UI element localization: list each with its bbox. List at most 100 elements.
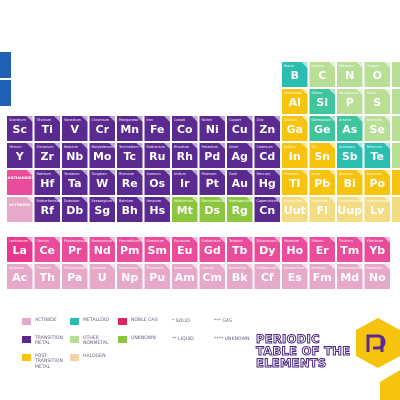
element-name: Thorium xyxy=(36,266,52,270)
element-symbol: Al xyxy=(289,96,301,109)
legend-swatch xyxy=(22,354,31,361)
element-name: Lead xyxy=(312,172,320,176)
element-cell xyxy=(282,237,308,262)
element-name: Zinc xyxy=(257,118,264,122)
element-name: Gold xyxy=(229,172,237,176)
element-cell xyxy=(117,264,143,289)
element-cell xyxy=(89,116,115,141)
element-name: Flerovium xyxy=(312,199,329,203)
cell-partial xyxy=(392,197,400,222)
cell-corner xyxy=(219,116,225,122)
element-name: Vanadium xyxy=(64,118,82,122)
element-cell xyxy=(34,264,60,289)
element-symbol: Sc xyxy=(13,123,27,136)
element-cell xyxy=(337,264,363,289)
element-name: Ununtrium xyxy=(284,199,303,203)
element-symbol: Mo xyxy=(93,150,112,163)
element-cell xyxy=(117,197,143,222)
element-name: Cadmium xyxy=(257,145,274,149)
element-name: Protactinium xyxy=(64,266,86,270)
element-name: Einsteinium xyxy=(284,266,305,270)
element-name: Ytterbium xyxy=(367,239,384,243)
cell-corner xyxy=(246,170,253,176)
cell-corner xyxy=(81,264,88,270)
element-symbol: No xyxy=(369,271,386,284)
element-symbol: Te xyxy=(370,150,384,163)
element-name: Phosphorus xyxy=(339,91,359,95)
element-name: Mercury xyxy=(257,172,271,176)
group-label: ACTINIDES xyxy=(9,203,31,207)
element-cell xyxy=(172,143,198,168)
cell-corner xyxy=(191,170,198,176)
legend-item: ACTINIDE xyxy=(22,318,69,325)
element-cell xyxy=(337,89,363,114)
cell-corner xyxy=(219,237,225,243)
element-name: Technetium xyxy=(118,145,139,149)
element-name: Thallium xyxy=(283,172,299,176)
element-symbol: Hg xyxy=(259,177,276,190)
element-name: Tantalum xyxy=(63,172,80,176)
element-name: Nitrogen xyxy=(339,64,354,68)
element-name: Neptunium xyxy=(119,266,138,270)
legend-label: HALOGEN xyxy=(83,354,106,359)
cell-corner xyxy=(301,197,308,203)
legend-item: UNKNOWN xyxy=(118,336,165,343)
cell-corner xyxy=(164,143,170,149)
group-label: LANTHANIDES xyxy=(5,176,34,180)
cell-corner xyxy=(164,197,170,203)
element-cell xyxy=(337,237,363,262)
element-name: Gallium xyxy=(284,118,298,122)
element-symbol: Bk xyxy=(232,271,248,284)
element-cell xyxy=(309,116,335,141)
cell-corner xyxy=(356,264,363,270)
element-symbol: Cd xyxy=(259,150,275,163)
cell-corner xyxy=(54,143,60,149)
element-cell xyxy=(227,237,253,262)
element-symbol: Au xyxy=(232,177,248,190)
element-cell xyxy=(172,116,198,141)
cell-corner xyxy=(109,143,115,149)
cell-corner xyxy=(81,116,88,122)
element-name: Promethium xyxy=(119,239,140,243)
element-cell xyxy=(144,116,170,141)
element-symbol: Th xyxy=(40,271,55,284)
element-cell xyxy=(309,237,335,262)
element-name: Sulfur xyxy=(367,91,378,95)
element-symbol: Cu xyxy=(232,123,248,136)
legend-label: ACTINIDE xyxy=(35,318,57,323)
element-name: Terbium xyxy=(228,239,243,243)
element-symbol: Tm xyxy=(340,244,359,257)
element-symbol: Fl xyxy=(317,204,328,217)
legend-swatch xyxy=(70,354,79,361)
cell-corner xyxy=(246,143,253,149)
element-name: Carbon xyxy=(312,64,324,68)
element-name: Uranium xyxy=(92,266,107,270)
element-symbol: Ac xyxy=(12,271,27,284)
cell-corner xyxy=(81,197,88,203)
element-symbol: In xyxy=(289,150,301,163)
element-symbol: Sn xyxy=(314,150,330,163)
legend-label: METALLOID xyxy=(83,318,109,323)
element-symbol: Fm xyxy=(313,271,332,284)
element-symbol: O xyxy=(373,69,382,82)
cell-corner xyxy=(191,237,198,243)
element-name: Oxygen xyxy=(367,64,380,68)
cell-corner xyxy=(329,170,335,176)
cell-corner xyxy=(329,62,335,68)
legend-swatch xyxy=(22,318,31,325)
element-symbol: Se xyxy=(370,123,385,136)
element-cell xyxy=(199,170,225,195)
element-symbol: Pr xyxy=(68,244,82,257)
cell-corner xyxy=(329,143,335,149)
element-symbol: Am xyxy=(175,271,195,284)
legend-swatch xyxy=(118,318,127,325)
element-cell xyxy=(7,197,33,222)
cell-corner xyxy=(274,197,280,203)
element-symbol: Bh xyxy=(122,204,138,217)
cell-corner xyxy=(246,264,253,270)
element-name: Dubnium xyxy=(64,199,80,203)
element-name: Iridium xyxy=(174,172,187,176)
element-symbol: Uup xyxy=(337,204,362,217)
element-cell xyxy=(199,197,225,222)
element-cell xyxy=(89,237,115,262)
